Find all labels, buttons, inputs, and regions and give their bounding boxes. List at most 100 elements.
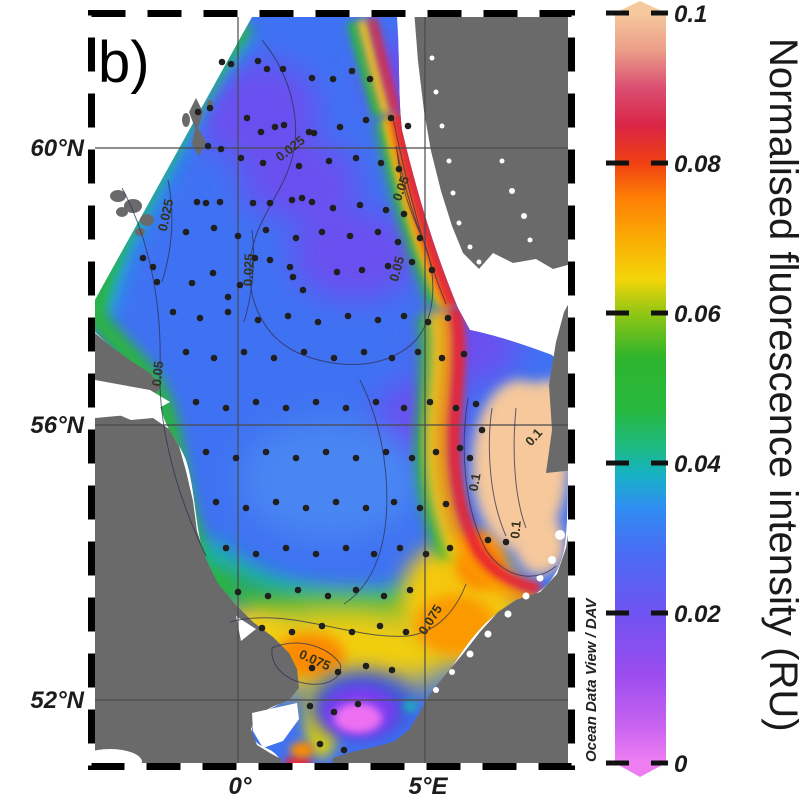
station-dot bbox=[254, 57, 262, 65]
station-dot bbox=[210, 354, 218, 362]
contour-label: 0.025 bbox=[240, 253, 256, 286]
station-dot bbox=[284, 312, 292, 320]
station-dot bbox=[330, 708, 338, 716]
colorbar-title: Normalised fluorescence intensity (RU) bbox=[761, 38, 805, 732]
colorbar-gradient-bar bbox=[615, 13, 666, 763]
land-orkney bbox=[110, 190, 154, 236]
station-dot bbox=[234, 232, 242, 240]
station-dot bbox=[314, 318, 322, 326]
station-dot bbox=[466, 454, 474, 462]
station-dot bbox=[294, 586, 302, 594]
station-dot bbox=[280, 121, 288, 129]
station-dot bbox=[308, 198, 316, 206]
station-dot bbox=[406, 586, 414, 594]
colorbar-tick-label: 0.04 bbox=[674, 451, 721, 478]
station-dot bbox=[408, 454, 416, 462]
station-dot bbox=[382, 206, 390, 214]
lon-tick-label: 5°E bbox=[409, 773, 449, 800]
station-dot bbox=[334, 668, 342, 676]
station-dot bbox=[384, 262, 392, 270]
station-dot bbox=[318, 228, 326, 236]
station-dot bbox=[222, 404, 230, 412]
station-dot bbox=[289, 273, 297, 281]
station-dot bbox=[259, 159, 267, 167]
station-dot bbox=[237, 154, 245, 162]
station-dot bbox=[408, 258, 416, 266]
station-dot bbox=[346, 232, 354, 240]
station-dot bbox=[188, 279, 196, 287]
station-dot bbox=[428, 266, 436, 274]
contour-label: 0.1 bbox=[466, 472, 484, 492]
station-dot bbox=[139, 254, 147, 262]
station-dot bbox=[324, 592, 332, 600]
station-dot bbox=[342, 544, 350, 552]
station-dot bbox=[460, 350, 468, 358]
station-dot bbox=[194, 108, 202, 116]
station-dot bbox=[416, 504, 424, 512]
colorbar-tick-label: 0.02 bbox=[674, 601, 721, 628]
graticule bbox=[95, 17, 568, 763]
station-dot bbox=[298, 194, 306, 202]
station-dot bbox=[232, 454, 240, 462]
station-dot bbox=[340, 746, 348, 754]
colorbar-arrow-bottom bbox=[615, 763, 666, 777]
station-dot bbox=[362, 116, 370, 124]
station-dot bbox=[149, 263, 157, 271]
station-dot bbox=[402, 628, 410, 636]
station-dot bbox=[254, 316, 262, 324]
station-dot bbox=[262, 448, 270, 456]
station-dot bbox=[380, 592, 388, 600]
station-dot bbox=[388, 666, 396, 674]
station-dot bbox=[224, 293, 232, 301]
station-dot bbox=[348, 67, 356, 75]
station-dot bbox=[374, 316, 382, 324]
colorbar-tick-label: 0.08 bbox=[674, 151, 721, 178]
station-dot bbox=[202, 448, 210, 456]
station-dot bbox=[370, 550, 378, 558]
station-dot bbox=[400, 210, 408, 218]
station-dot bbox=[416, 234, 424, 242]
station-dot bbox=[432, 448, 440, 456]
station-dot bbox=[396, 544, 404, 552]
station-dot bbox=[240, 348, 248, 356]
station-dot bbox=[322, 448, 330, 456]
station-dot bbox=[271, 123, 279, 131]
station-dot bbox=[266, 256, 274, 264]
station-dot bbox=[202, 199, 210, 207]
station-dot bbox=[305, 128, 313, 136]
station-dot bbox=[196, 314, 204, 322]
land-britain bbox=[95, 333, 299, 770]
station-dot bbox=[336, 123, 344, 131]
station-dot bbox=[452, 404, 460, 412]
station-dot bbox=[192, 398, 200, 406]
land-denmark bbox=[546, 292, 575, 473]
wash-inlet bbox=[236, 616, 256, 641]
station-dot bbox=[308, 74, 316, 82]
station-dot bbox=[472, 400, 480, 408]
station-dot bbox=[395, 165, 403, 173]
station-dot bbox=[456, 444, 464, 452]
station-dot bbox=[376, 622, 384, 630]
station-dot bbox=[366, 75, 374, 83]
station-dot bbox=[312, 398, 320, 406]
land-continent bbox=[332, 480, 575, 770]
station-dot bbox=[236, 281, 244, 289]
station-dot bbox=[446, 544, 454, 552]
station-dot bbox=[352, 154, 360, 162]
colorbar-ticks: 0.1 0.08 0.06 0.04 0.02 0 bbox=[606, 1, 721, 778]
land-shetland bbox=[182, 98, 213, 156]
station-dot bbox=[310, 129, 318, 137]
station-dot bbox=[249, 199, 257, 207]
thames-estuary bbox=[252, 703, 299, 748]
station-dot bbox=[243, 114, 251, 122]
station-dot bbox=[210, 224, 218, 232]
field-magenta-patch bbox=[310, 670, 443, 740]
station-dot bbox=[424, 318, 432, 326]
map-frame bbox=[88, 10, 575, 770]
station-dot bbox=[227, 60, 235, 68]
station-dot bbox=[426, 398, 434, 406]
station-dot bbox=[394, 238, 402, 246]
contour-label: 0.05 bbox=[149, 360, 166, 387]
